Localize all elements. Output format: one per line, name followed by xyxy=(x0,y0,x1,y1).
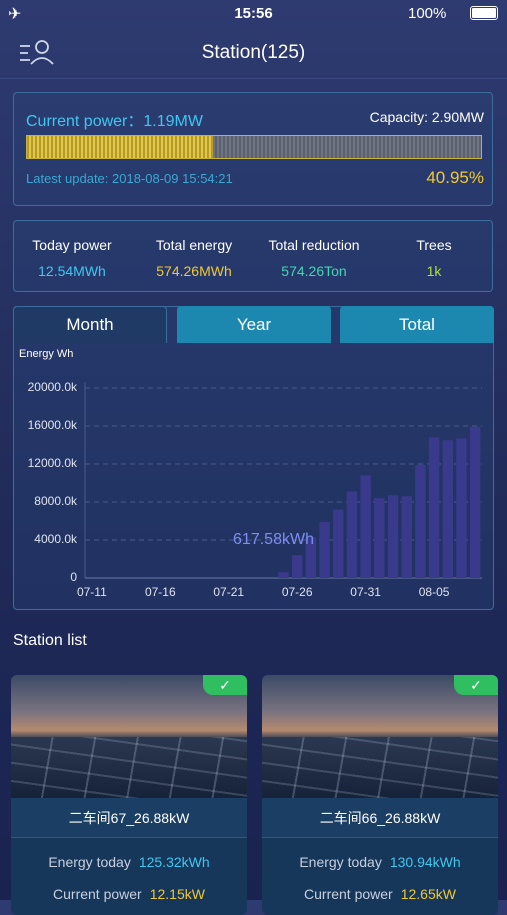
current-power: Current power：1.19MW xyxy=(26,107,203,131)
tab-total[interactable]: Total xyxy=(340,306,494,343)
status-badge: ✓ xyxy=(454,675,498,695)
bar xyxy=(401,496,412,578)
station-card: ✓ 二车间66_26.88kW Energy today 130.94kWh Curre… xyxy=(262,675,498,915)
chart-card xyxy=(13,306,494,610)
station-name: 二车间67_26.88kW xyxy=(11,798,247,838)
tab-year[interactable]: Year xyxy=(177,306,331,343)
station-name: 二车间66_26.88kW xyxy=(262,798,498,838)
current-value: 12.15kW xyxy=(149,886,205,902)
bar xyxy=(442,440,453,578)
progress-fill xyxy=(27,136,213,158)
power-card: Current power：1.19MW Capacity: 2.90MW La… xyxy=(13,92,493,206)
user-menu-icon[interactable] xyxy=(18,38,56,66)
current-power-label: Current power： xyxy=(26,113,144,130)
page-title: Station(125) xyxy=(201,42,306,63)
stat-value: 12.54MWh xyxy=(38,263,106,279)
x-tick-label: 08-05 xyxy=(419,585,450,599)
bar xyxy=(305,537,317,578)
current-row: Current power 12.15kW xyxy=(11,886,247,902)
energy-value: 130.94kWh xyxy=(389,854,461,870)
solar-panels xyxy=(11,737,247,798)
y-tick-label: 16000.0k xyxy=(28,418,78,432)
battery-text: 100% xyxy=(408,5,447,22)
stat-label: Trees xyxy=(416,237,452,253)
latest-update: Latest update: 2018-08-09 15:54:21 xyxy=(26,171,233,186)
energy-row: Energy today 130.94kWh xyxy=(262,854,498,870)
percent: 40.95% xyxy=(426,168,484,187)
y-tick-label: 12000.0k xyxy=(28,456,78,470)
stats-card: Today power 12.54MWh Total energy 574.26MWh… xyxy=(13,220,493,292)
stat-label: Total reduction xyxy=(268,237,360,253)
energy-row: Energy today 125.32kWh xyxy=(11,854,247,870)
stat-label: Total energy xyxy=(155,237,233,253)
x-tick-label: 07-31 xyxy=(350,585,381,599)
bar xyxy=(360,475,371,578)
bar xyxy=(278,572,289,578)
current-label: Current power xyxy=(53,886,142,902)
energy-label: Energy today xyxy=(48,854,131,870)
current-label: Current power xyxy=(304,886,393,902)
bar xyxy=(415,464,426,578)
station-image: ✓ xyxy=(262,675,498,798)
y-tick-label: 4000.0k xyxy=(34,532,78,546)
station-list-title: Station list xyxy=(13,632,87,649)
bar xyxy=(374,498,385,578)
stat-value: 574.26Ton xyxy=(281,263,347,279)
bar xyxy=(456,438,467,578)
x-tick-label: 07-26 xyxy=(282,585,313,599)
bar xyxy=(387,495,399,578)
station-image: ✓ xyxy=(11,675,247,798)
bar xyxy=(319,521,330,578)
tab-month[interactable]: Month xyxy=(13,306,167,343)
bar xyxy=(291,555,303,578)
bar xyxy=(333,509,344,578)
value-label: 617.58kWh xyxy=(233,531,314,548)
capacity: Capacity: 2.90MW xyxy=(369,109,484,125)
bar xyxy=(428,437,440,578)
current-power-value: 1.19MW xyxy=(143,113,203,130)
airplane-icon: ✈ xyxy=(8,6,22,23)
stat-label: Today power xyxy=(32,237,112,253)
x-tick-label: 07-21 xyxy=(213,585,244,599)
x-tick-label: 07-16 xyxy=(145,585,176,599)
stat-value: 1k xyxy=(426,263,442,279)
battery-icon xyxy=(470,6,498,20)
y-tick-label: 0 xyxy=(70,570,77,584)
clock: 15:56 xyxy=(234,5,273,22)
header-divider xyxy=(0,78,507,79)
bar xyxy=(346,491,358,578)
current-row: Current power 12.65kW xyxy=(262,886,498,902)
current-value: 12.65kW xyxy=(400,886,456,902)
station-card: ✓ 二车间67_26.88kW Energy today 125.32kWh Curre… xyxy=(11,675,247,915)
energy-label: Energy today xyxy=(299,854,382,870)
x-tick-label: 07-11 xyxy=(77,585,107,599)
progress-track xyxy=(26,135,482,159)
y-axis-title: Energy Wh xyxy=(19,348,73,360)
status-badge: ✓ xyxy=(203,675,247,695)
y-tick-label: 8000.0k xyxy=(34,494,78,508)
chart: Energy Wh 0 4000.0k 8000.0k 12000.0k 16000.0… xyxy=(19,348,482,599)
stat-value: 574.26MWh xyxy=(156,263,232,279)
solar-panels xyxy=(262,737,498,798)
y-tick-label: 20000.0k xyxy=(28,380,78,394)
energy-value: 125.32kWh xyxy=(138,854,210,870)
bar xyxy=(469,426,481,578)
